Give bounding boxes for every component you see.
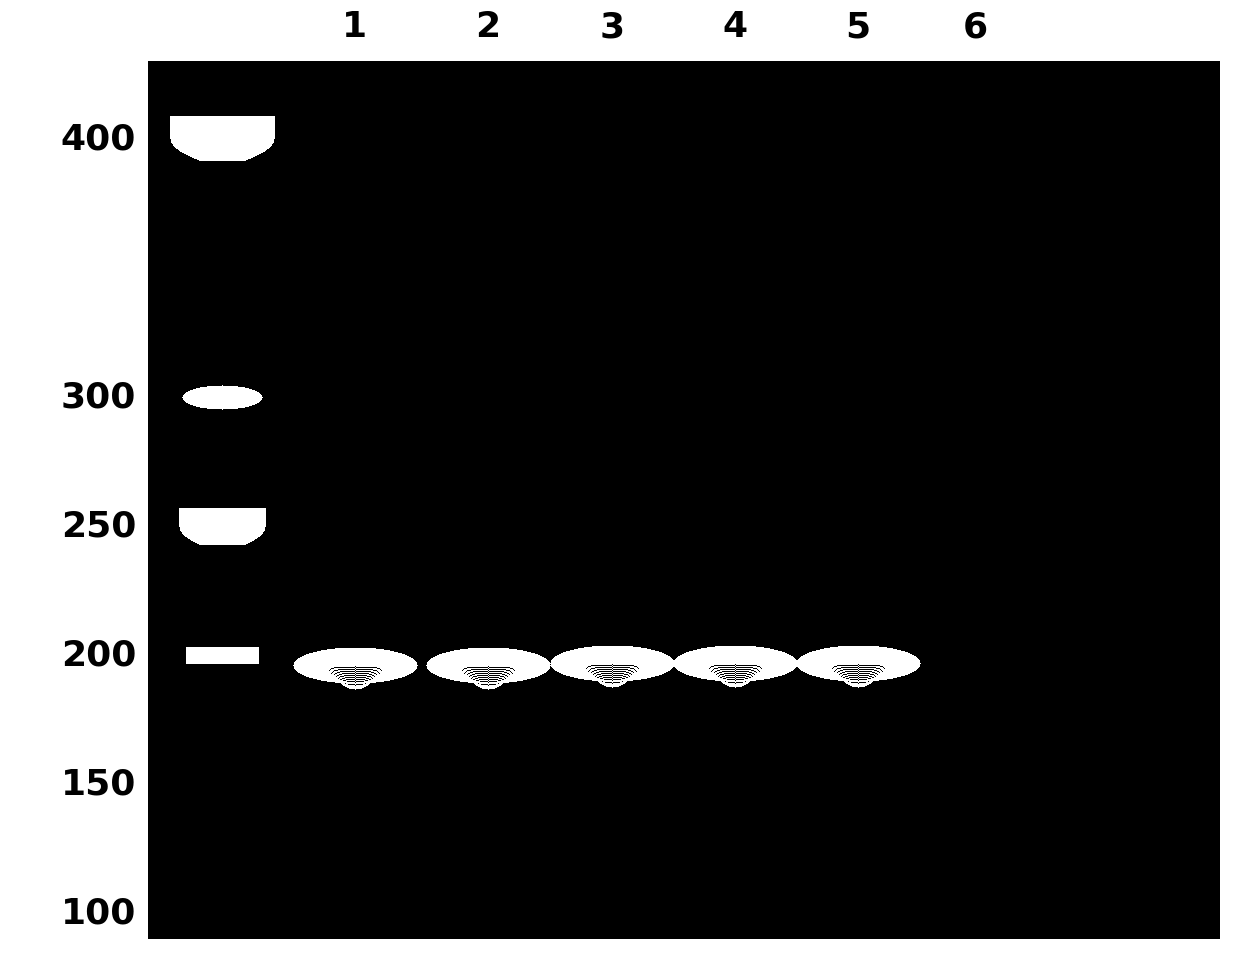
Text: 250: 250: [61, 509, 136, 543]
Text: 100: 100: [61, 896, 136, 930]
Text: 400: 400: [61, 122, 136, 156]
Text: 300: 300: [61, 381, 136, 414]
Text: 3: 3: [599, 10, 625, 44]
Text: 6: 6: [962, 10, 987, 44]
Text: 200: 200: [61, 638, 136, 673]
Text: 4: 4: [723, 10, 748, 44]
Text: 5: 5: [846, 10, 870, 44]
Text: 2: 2: [475, 10, 501, 44]
Text: 150: 150: [61, 767, 136, 801]
Text: 1: 1: [342, 10, 367, 44]
